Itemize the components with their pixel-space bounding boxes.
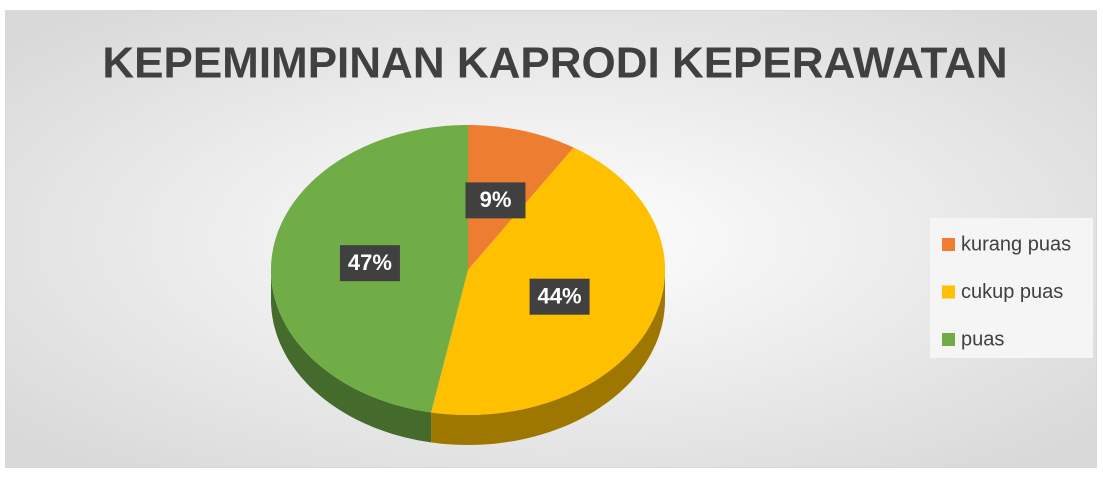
legend-swatch	[942, 333, 955, 346]
value-label: 44%	[538, 284, 582, 309]
value-label-box	[465, 182, 526, 219]
slice-side	[271, 270, 432, 443]
value-label-box	[529, 278, 590, 315]
value-label-box	[339, 245, 400, 282]
legend-label: kurang puas	[961, 233, 1071, 255]
value-label: 9%	[480, 187, 512, 212]
legend-label: puas	[961, 328, 1004, 350]
slice-side	[431, 270, 665, 445]
value-label: 47%	[348, 250, 392, 275]
legend	[930, 218, 1093, 358]
legend-swatch	[942, 238, 955, 251]
legend-swatch	[942, 285, 955, 299]
legend-label: cukup puas	[961, 281, 1063, 303]
chart-title: KEPEMIMPINAN KAPRODI KEPERAWATAN	[102, 39, 1007, 88]
